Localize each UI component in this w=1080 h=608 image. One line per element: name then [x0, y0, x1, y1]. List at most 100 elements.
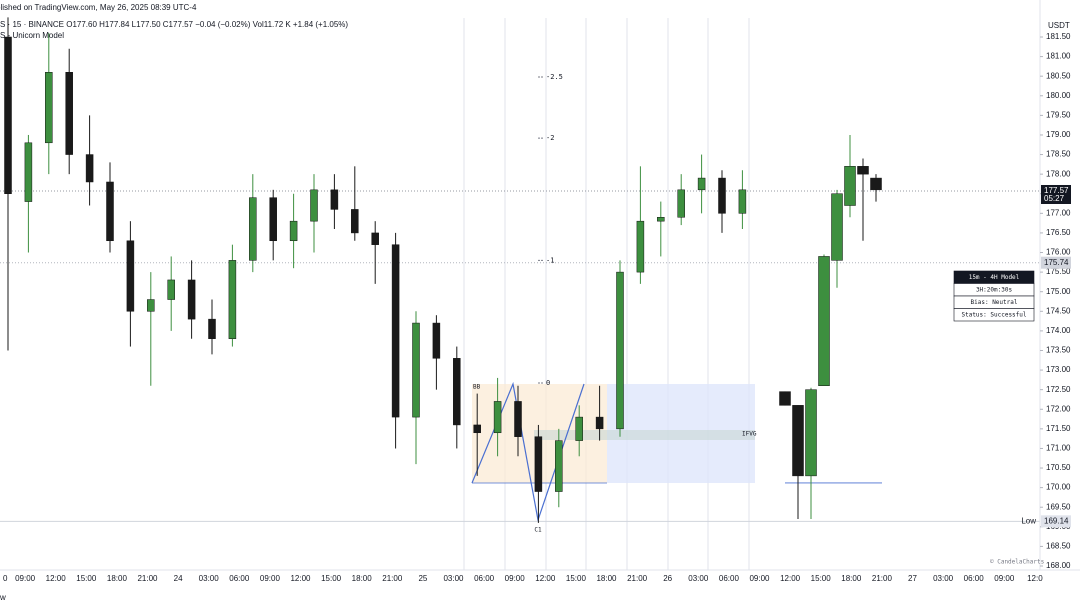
- ifvg-label: IFVG: [742, 431, 757, 438]
- candle-body: [616, 271, 624, 430]
- session-lines: [463, 18, 750, 570]
- y-tick-label: 168.50: [1046, 542, 1071, 551]
- candle-body: [371, 232, 379, 245]
- x-tick-label: 18:00: [841, 574, 862, 583]
- candle-body: [555, 440, 563, 492]
- x-tick-label: 21:00: [872, 574, 893, 583]
- credit: © CandelaCharts: [990, 559, 1045, 566]
- candle-body: [870, 177, 882, 191]
- x-tick-label: 03:00: [688, 574, 709, 583]
- published: blished on TradingView.com, May 26, 2025…: [0, 3, 197, 12]
- candle-body: [534, 436, 543, 492]
- y-tick-label: 171.00: [1046, 444, 1071, 453]
- candle-body: [147, 299, 155, 312]
- fib-label: -2.5: [546, 73, 563, 81]
- x-tick-label: 12:00: [535, 574, 556, 583]
- currency: USDT: [1048, 21, 1070, 30]
- candle-body: [85, 154, 94, 183]
- candle-body: [65, 72, 73, 155]
- y-tick-label: 172.50: [1046, 385, 1071, 394]
- footer: w: [0, 593, 6, 602]
- candle-body: [269, 197, 277, 242]
- candle-body: [718, 177, 726, 214]
- y-tick-label: 181.00: [1046, 52, 1071, 61]
- x-tick-label: 27: [908, 574, 917, 583]
- y-tick-label: 174.00: [1046, 326, 1071, 335]
- table-text: Bias: Neutral: [971, 299, 1018, 306]
- x-tick-label: 12:00: [780, 574, 801, 583]
- x-tick-label: 06:00: [964, 574, 985, 583]
- table-text: 3H:20m:30s: [976, 287, 1013, 294]
- table-text: 15m - 4H Model: [969, 274, 1020, 281]
- candle-body: [330, 189, 339, 210]
- y-tick-label: 169.50: [1046, 502, 1071, 511]
- candle-body: [595, 416, 604, 430]
- candle-body: [391, 244, 400, 418]
- fib-label: -1: [546, 256, 554, 264]
- x-tick-label: 15:00: [566, 574, 587, 583]
- candle-body: [412, 322, 420, 418]
- candle-body: [677, 189, 685, 218]
- candle-body: [4, 36, 12, 194]
- plot: -2.5 -2 -1 0: [0, 17, 1040, 523]
- low-price-label: 169.14: [1044, 516, 1069, 525]
- y-tick-label: 173.50: [1046, 346, 1071, 355]
- y-tick-label: 178.00: [1046, 169, 1071, 178]
- x-tick-label: 09:00: [505, 574, 526, 583]
- x-tick-label: 06:00: [719, 574, 740, 583]
- candle-body: [351, 209, 359, 234]
- candle-body: [779, 391, 791, 406]
- y-tick-label: 177.00: [1046, 208, 1071, 217]
- y-tick-label: 172.00: [1046, 404, 1071, 413]
- y-tick-label: 180.00: [1046, 91, 1071, 100]
- x-tick-label: 18:00: [596, 574, 617, 583]
- y-tick-label: 175.50: [1046, 267, 1071, 276]
- x-tick-label: 21:00: [627, 574, 648, 583]
- candle-body: [289, 220, 298, 242]
- low-text: Low: [1021, 516, 1036, 525]
- table-cell: [953, 308, 1035, 322]
- x-tick-label: 09:00: [994, 574, 1015, 583]
- y-tick-label: 175.00: [1046, 287, 1071, 296]
- ifvg-band: [534, 430, 755, 440]
- candle-body: [310, 189, 318, 222]
- y-tick-label: 174.50: [1046, 306, 1071, 315]
- prev-close-label: 175.74: [1044, 258, 1069, 267]
- indicator: S - Unicorn Model: [0, 31, 64, 40]
- x-tick-label: 15:00: [811, 574, 832, 583]
- low-tag: [1041, 515, 1071, 528]
- candle-body: [473, 424, 481, 434]
- y-tick-label: 176.50: [1046, 228, 1071, 237]
- x-tick-label: 24: [174, 574, 183, 583]
- x-tick-label: 06:00: [474, 574, 495, 583]
- y-tick-label: 181.50: [1046, 32, 1071, 41]
- x-tick-label: 21:00: [382, 574, 403, 583]
- x-tick-label: 03:00: [443, 574, 464, 583]
- candle-body: [249, 197, 257, 261]
- y-tick-label: 168.00: [1046, 561, 1071, 570]
- x-tick-label: 21:00: [137, 574, 158, 583]
- candle-body: [24, 142, 33, 202]
- y-tick-label: 179.00: [1046, 130, 1071, 139]
- candle-body: [126, 240, 135, 312]
- x-tick-label: 09:00: [15, 574, 36, 583]
- fib-label: 0: [546, 379, 550, 387]
- candle-body: [738, 189, 747, 214]
- candle-body: [792, 405, 804, 477]
- x-tick-label: 0: [3, 574, 8, 583]
- fib-label: -2: [546, 134, 554, 142]
- x-tick-label: 18:00: [352, 574, 373, 583]
- candle-body: [844, 166, 856, 206]
- y-tick-label: 171.50: [1046, 424, 1071, 433]
- prev-close-tag: [1041, 256, 1071, 269]
- x-tick-label: 09:00: [260, 574, 281, 583]
- candle-body: [805, 389, 817, 477]
- x-tick-label: 12:00: [46, 574, 67, 583]
- candle-body: [167, 279, 175, 300]
- c1-label: C1: [534, 527, 542, 534]
- x-tick-label: 25: [418, 574, 427, 583]
- candle-body: [432, 322, 441, 359]
- candle-body: [493, 401, 502, 434]
